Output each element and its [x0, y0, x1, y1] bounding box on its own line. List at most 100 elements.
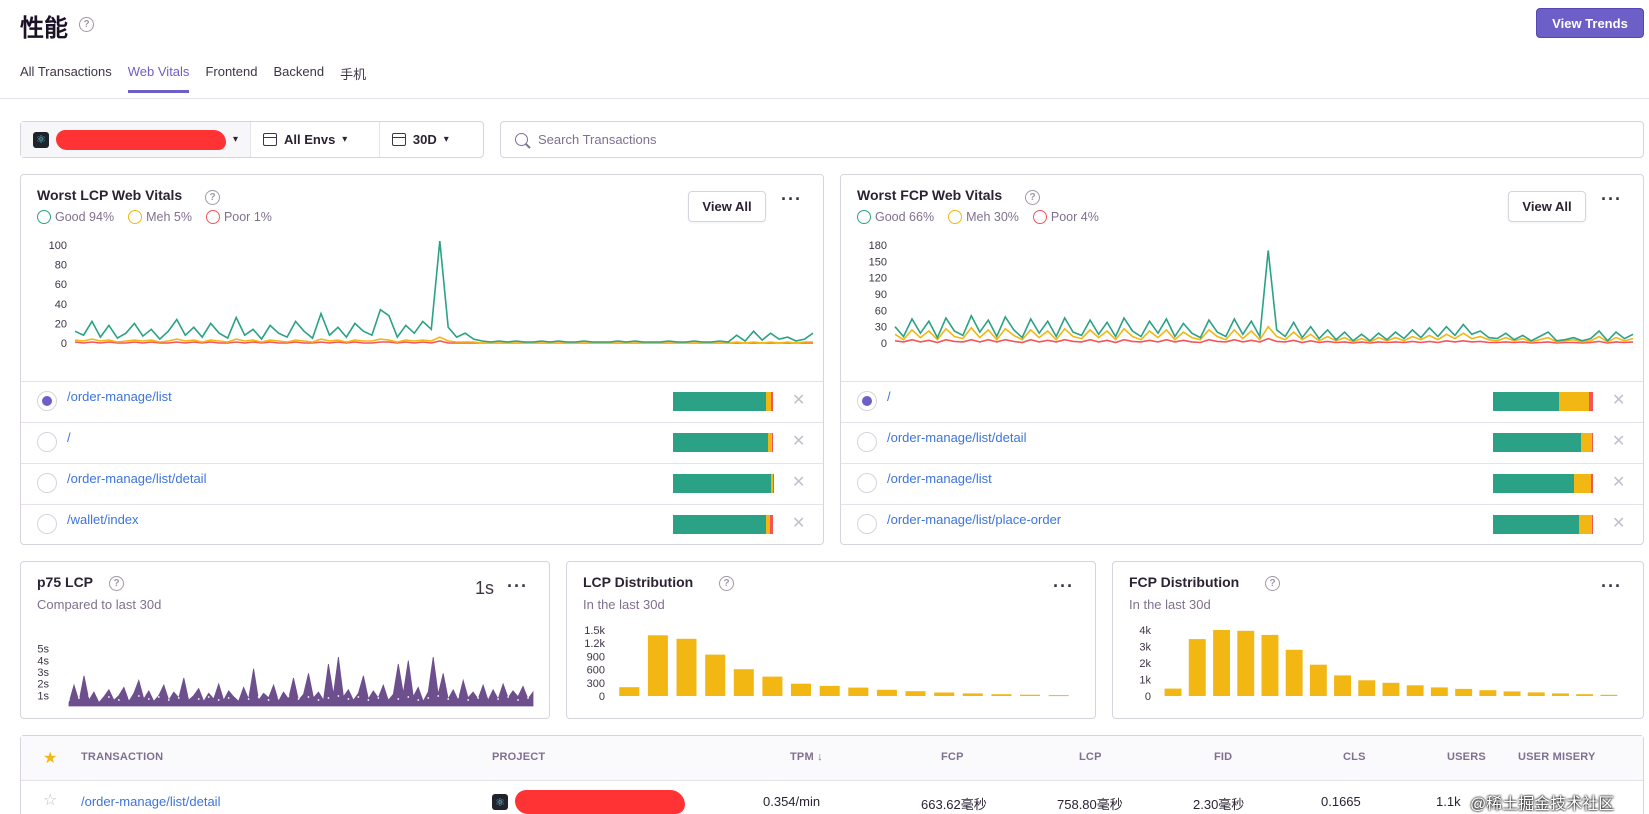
more-options-icon[interactable]: ··· [781, 189, 802, 209]
transaction-link[interactable]: / [887, 389, 891, 404]
col-fcp[interactable]: FCP [941, 751, 964, 763]
histogram-bar[interactable] [991, 694, 1012, 696]
transaction-link[interactable]: /order-manage/list/place-order [887, 512, 1062, 527]
histogram-bar[interactable] [1479, 690, 1497, 696]
histogram-bar[interactable] [1527, 692, 1545, 696]
help-icon[interactable]: ? [109, 576, 124, 591]
histogram-bar[interactable] [1261, 634, 1279, 696]
transaction-link[interactable]: /order-manage/list/detail [887, 430, 1027, 445]
close-icon[interactable]: ✕ [1612, 392, 1626, 409]
col-cls[interactable]: CLS [1343, 751, 1366, 763]
close-icon[interactable]: ✕ [792, 392, 806, 409]
histogram-bar[interactable] [905, 691, 926, 696]
histogram-bar[interactable] [705, 654, 726, 696]
histogram-bar[interactable] [962, 693, 983, 696]
histogram-bar[interactable] [1309, 664, 1327, 696]
histogram-bar[interactable] [619, 687, 640, 696]
histogram-bar[interactable] [1237, 630, 1255, 696]
close-icon[interactable]: ✕ [1612, 474, 1626, 491]
histogram-bar[interactable] [1382, 682, 1400, 696]
transaction-row[interactable]: /order-manage/list/place-order ✕ [841, 504, 1643, 543]
tab-all-transactions[interactable]: All Transactions [20, 64, 112, 79]
star-filled-icon[interactable]: ★ [43, 750, 58, 767]
col-user-misery[interactable]: USER MISERY [1518, 751, 1596, 763]
col-tpm[interactable]: TPM ↓ [790, 751, 823, 763]
histogram-bar[interactable] [1576, 694, 1594, 696]
star-outline-icon[interactable]: ☆ [43, 792, 58, 809]
histogram-bar[interactable] [1285, 649, 1303, 696]
transaction-link[interactable]: /order-manage/list [67, 389, 172, 404]
view-all-button[interactable]: View All [688, 191, 766, 222]
more-options-icon[interactable]: ··· [1053, 576, 1074, 596]
help-icon[interactable]: ? [205, 190, 220, 205]
help-icon[interactable]: ? [1265, 576, 1280, 591]
tab-web-vitals[interactable]: Web Vitals [127, 64, 190, 93]
tab-frontend[interactable]: Frontend [205, 64, 258, 79]
more-options-icon[interactable]: ··· [1601, 576, 1622, 596]
histogram-bar[interactable] [1020, 694, 1040, 696]
histogram-bar[interactable] [676, 638, 697, 696]
histogram-bar[interactable] [1188, 639, 1206, 696]
transaction-link[interactable]: /wallet/index [67, 512, 139, 527]
histogram-bar[interactable] [1358, 680, 1376, 696]
transaction-link[interactable]: /order-manage/list/detail [81, 794, 221, 809]
histogram-bar[interactable] [876, 689, 897, 696]
transaction-row[interactable]: /wallet/index ✕ [21, 504, 823, 543]
histogram-bar[interactable] [1503, 691, 1521, 696]
help-icon[interactable]: ? [719, 576, 734, 591]
histogram-bar[interactable] [934, 692, 955, 697]
more-options-icon[interactable]: ··· [1601, 189, 1622, 209]
histogram-bar[interactable] [733, 669, 754, 696]
histogram-bar[interactable] [1600, 694, 1618, 696]
close-icon[interactable]: ✕ [1612, 433, 1626, 450]
row-radio[interactable] [37, 473, 57, 493]
close-icon[interactable]: ✕ [792, 433, 806, 450]
row-radio[interactable] [37, 391, 57, 411]
transaction-row[interactable]: / ✕ [21, 422, 823, 461]
histogram-bar[interactable] [819, 685, 840, 696]
histogram-bar[interactable] [1552, 693, 1569, 696]
row-radio[interactable] [857, 473, 877, 493]
histogram-bar[interactable] [647, 635, 668, 696]
transaction-row[interactable]: /order-manage/list ✕ [21, 381, 823, 420]
transaction-link[interactable]: / [67, 430, 71, 445]
row-radio[interactable] [857, 391, 877, 411]
help-icon[interactable]: ? [1025, 190, 1040, 205]
environment-selector[interactable]: All Envs ▾ [251, 122, 380, 157]
transaction-link[interactable]: /order-manage/list/detail [67, 471, 207, 486]
transaction-row[interactable]: /order-manage/list ✕ [841, 463, 1643, 502]
view-trends-button[interactable]: View Trends [1536, 8, 1644, 38]
tab-mobile[interactable]: 手机 [340, 67, 367, 82]
col-users[interactable]: USERS [1447, 751, 1486, 763]
histogram-bar[interactable] [791, 683, 811, 696]
help-icon[interactable]: ? [79, 17, 94, 32]
transaction-row[interactable]: /order-manage/list/detail ✕ [841, 422, 1643, 461]
more-options-icon[interactable]: ··· [507, 576, 528, 596]
close-icon[interactable]: ✕ [1612, 515, 1626, 532]
transaction-row[interactable]: /order-manage/list/detail ✕ [21, 463, 823, 502]
date-range-selector[interactable]: 30D ▾ [380, 122, 483, 157]
histogram-bar[interactable] [1430, 687, 1448, 696]
transaction-row[interactable]: / ✕ [841, 381, 1643, 420]
tab-backend[interactable]: Backend [273, 64, 325, 79]
transaction-link[interactable]: /order-manage/list [887, 471, 992, 486]
close-icon[interactable]: ✕ [792, 474, 806, 491]
histogram-bar[interactable] [1164, 688, 1182, 696]
histogram-bar[interactable] [1406, 685, 1424, 696]
row-radio[interactable] [37, 432, 57, 452]
col-lcp[interactable]: LCP [1079, 751, 1102, 763]
histogram-bar[interactable] [1048, 695, 1069, 697]
close-icon[interactable]: ✕ [792, 515, 806, 532]
row-radio[interactable] [37, 514, 57, 534]
histogram-bar[interactable] [848, 687, 869, 696]
row-radio[interactable] [857, 514, 877, 534]
col-fid[interactable]: FID [1214, 751, 1233, 763]
view-all-button[interactable]: View All [1508, 191, 1586, 222]
search-input[interactable] [538, 132, 1438, 147]
col-transaction[interactable]: TRANSACTION [81, 751, 164, 763]
histogram-bar[interactable] [1213, 630, 1230, 696]
col-project[interactable]: PROJECT [492, 751, 546, 763]
histogram-bar[interactable] [1455, 688, 1473, 696]
project-selector[interactable]: ⚛ ▾ [21, 122, 251, 157]
histogram-bar[interactable] [1334, 675, 1351, 696]
